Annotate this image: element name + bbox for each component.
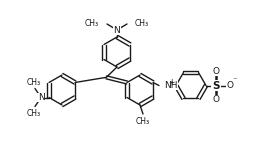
Text: N: N bbox=[38, 93, 44, 102]
Text: CH₃: CH₃ bbox=[27, 77, 41, 87]
Text: O: O bbox=[227, 81, 233, 90]
Text: S: S bbox=[212, 80, 220, 91]
Text: O: O bbox=[213, 67, 219, 76]
Text: N: N bbox=[114, 25, 120, 35]
Text: CH₃: CH₃ bbox=[85, 19, 99, 28]
Text: CH₃: CH₃ bbox=[135, 19, 149, 28]
Text: +: + bbox=[168, 77, 174, 87]
Text: ⁻: ⁻ bbox=[233, 76, 237, 85]
Text: O: O bbox=[213, 95, 219, 104]
Text: CH₃: CH₃ bbox=[136, 117, 150, 126]
Text: CH₃: CH₃ bbox=[27, 108, 41, 117]
Text: NH: NH bbox=[164, 81, 177, 90]
